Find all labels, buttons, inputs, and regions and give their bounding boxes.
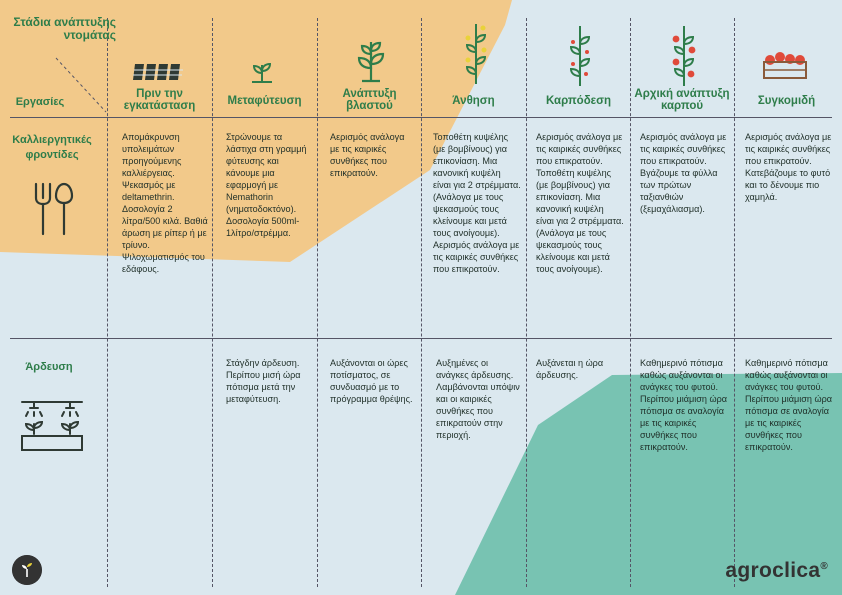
cell-care-harvest: Αερισμός ανάλογα με τις καιρικές συνθήκε… [745, 132, 832, 202]
cell-care-stem-growth: Αερισμός ανάλογα με τις καιρικές συνθήκε… [330, 132, 405, 178]
column-divider [630, 18, 631, 587]
stages-title: Στάδια ανάπτυξης ντομάτας [13, 15, 116, 42]
cell-care-fruit-growth: Αερισμός ανάλογα με τις καιρικές συνθήκε… [640, 132, 727, 214]
column-header-fruit-growth: Αρχική ανάπτυξη καρπού [634, 88, 730, 112]
cell-irrigation-transplanting: Στάγδην άρδευση. Περίπου μισή ώρα πότισμ… [226, 358, 301, 404]
row-label-irrigation: Άρδευση [25, 361, 73, 373]
brand-logo: agroclica® [725, 559, 828, 583]
header-diagonal-line [55, 57, 107, 113]
column-divider [421, 18, 422, 587]
column-divider [107, 18, 108, 587]
column-header-flowering: Άνθηση [452, 95, 495, 107]
cell-irrigation-flowering: Αυξημένες οι ανάγκες άρδευσης. Λαμβάνοντ… [436, 358, 520, 440]
brand-registered-mark: ® [820, 561, 828, 572]
column-header-stem-growth: Ανάπτυξη βλαστού [342, 88, 397, 112]
column-divider [734, 18, 735, 587]
column-header-harvest: Συγκομιδή [757, 95, 816, 107]
fruit-set-plant-icon [569, 26, 591, 86]
flowering-plant-icon [465, 24, 487, 84]
column-header-transplanting: Μεταφύτευση [227, 95, 302, 107]
fruit-growth-plant-icon [672, 26, 696, 86]
irrigation-icon [21, 401, 83, 451]
column-divider [526, 18, 527, 587]
cell-care-flowering: Τοποθέτη κυψέλης (με βομβίνους) για επικ… [433, 132, 521, 274]
column-divider [317, 18, 318, 587]
seed-tray-icon [133, 64, 183, 80]
sand-area [0, 0, 512, 262]
plant-growth-icon [357, 41, 385, 83]
column-header-fruit-set: Καρπόδεση [545, 95, 612, 107]
row-label-cultivation-care: Καλλιεργητικές φροντίδες [12, 134, 92, 161]
cell-irrigation-fruit-growth: Καθημερινό πότισμα καθώς αυξάνονται οι α… [640, 358, 728, 452]
cell-irrigation-fruit-set: Αυξάνεται η ώρα άρδευσης. [536, 358, 604, 380]
brand-badge-icon [12, 555, 42, 585]
column-divider [212, 18, 213, 587]
harvest-crate-icon [763, 52, 807, 79]
cell-care-pre-installation: Απομάκρυνση υπολειμάτων προηγούμενης καλ… [122, 132, 208, 274]
column-header-pre-installation: Πριν την εγκατάσταση [123, 88, 196, 112]
cell-care-fruit-set: Αερισμός ανάλογα με τις καιρικές συνθήκε… [536, 132, 624, 274]
cell-care-transplanting: Στρώνουμε τα λάστιχα στη γραμμή φύτευσης… [226, 132, 307, 238]
seedling-icon [252, 62, 272, 83]
teal-area [455, 373, 842, 595]
tasks-label: Εργασίες [15, 96, 65, 108]
garden-tools-icon [34, 182, 74, 236]
brand-name: agroclica [725, 559, 821, 582]
cell-irrigation-harvest: Καθημερινό πότισμα καθώς αυξάνονται οι α… [745, 358, 833, 452]
cell-irrigation-stem-growth: Αυξάνονται οι ώρες ποτίσματος, σε συνδυα… [330, 358, 413, 404]
